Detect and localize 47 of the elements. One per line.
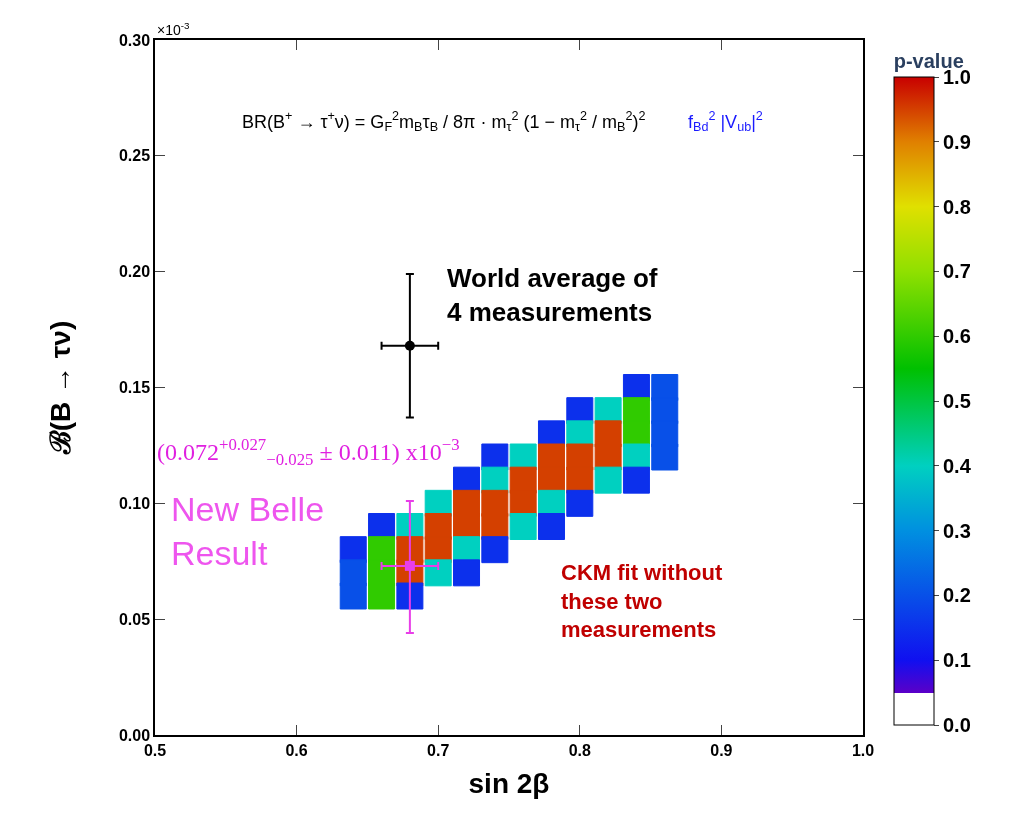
color-bar-label: 0.0 [943,714,971,736]
y-tick-label: 0.10 [118,494,151,512]
x-tick-label: 0.8 [568,741,592,759]
color-bar-label: 0.5 [943,390,971,412]
point [651,443,679,471]
x-axis-title: sin 2β [468,767,550,799]
y-tick-label: 0.20 [118,263,151,281]
text: BR(B$^{+}$ → τ$^{+}$ν) = G$_{F}$$^{2}$m$_{B}$τ$_{B}$ / 8π · m$_{τ}$$^{2}$ (1 − m$_{τ}$$^{2}$ / m$_{B}$$^{2}$)$^{2}$ [242,109,646,135]
point [566,489,594,517]
point [537,513,565,540]
point [622,466,650,494]
annotation: f$_{Bd}$$^{2}$ |V$_{ub}$|$^{2}$ [688,109,763,135]
x-tick-label: 0.7 [427,741,450,759]
color-bar-title: p-value [893,49,964,72]
point [339,582,367,610]
y-tick-label: 0.15 [118,379,151,397]
point [404,560,415,571]
color-bar-label: 0.6 [943,325,971,348]
y-tick-label: 0.30 [118,31,151,49]
point [509,513,537,540]
color-bar-label: 0.7 [943,260,971,283]
x-tick-label: 0.9 [710,741,733,759]
color-bar-label: 0.8 [943,195,971,218]
point [404,340,415,351]
annotation: (0.072$^{+0.027}$$_{−0.025}$ ± 0.011) x10$^{−3}$ [157,435,460,470]
y-tick-label: 0.00 [118,726,151,744]
point [453,559,481,587]
color-bar-label: 0.3 [943,519,971,542]
y-axis-title: ℬ(B → τν) [45,320,77,456]
point [594,466,622,494]
annotation: CKM fit without these two measurements [561,560,723,643]
text: ×10$^{-3}$ [157,20,191,38]
x-tick-label: 0.5 [143,741,167,759]
x-tick-label: 1.0 [851,741,875,759]
point [396,582,424,610]
x-tick-label: 0.6 [285,741,308,759]
color-bar-label: 0.4 [943,454,972,477]
point [424,559,452,587]
annotation: New Belle Result [171,490,325,573]
point [368,582,396,610]
color-bar-label: 0.2 [943,584,971,607]
annotation: World average of 4 measurements [447,263,658,327]
y-tick-label: 0.25 [118,147,151,165]
color-bar-label: 0.1 [943,649,971,672]
y-tick-label: 0.05 [118,610,151,628]
color-bar-label: 0.9 [943,130,971,153]
point [481,536,509,564]
